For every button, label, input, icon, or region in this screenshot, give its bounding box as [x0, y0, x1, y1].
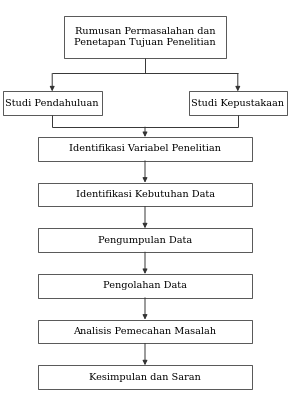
Text: Analisis Pemecahan Masalah: Analisis Pemecahan Masalah [73, 327, 217, 336]
Bar [38, 137, 252, 161]
Text: Pengolahan Data: Pengolahan Data [103, 281, 187, 290]
Bar [64, 16, 226, 58]
Text: Rumusan Permasalahan dan
Penetapan Tujuan Penelitian: Rumusan Permasalahan dan Penetapan Tujua… [74, 27, 216, 47]
Text: Identifikasi Kebutuhan Data: Identifikasi Kebutuhan Data [75, 190, 215, 199]
Bar [38, 274, 252, 298]
Bar [3, 91, 102, 115]
Bar [38, 228, 252, 252]
Bar [38, 183, 252, 206]
Text: Studi Kepustakaan: Studi Kepustakaan [191, 99, 284, 108]
Text: Studi Pendahuluan: Studi Pendahuluan [6, 99, 99, 108]
Bar [38, 365, 252, 389]
Text: Identifikasi Variabel Penelitian: Identifikasi Variabel Penelitian [69, 145, 221, 153]
Bar [38, 320, 252, 343]
Bar [188, 91, 287, 115]
Text: Kesimpulan dan Saran: Kesimpulan dan Saran [89, 373, 201, 382]
Text: Pengumpulan Data: Pengumpulan Data [98, 236, 192, 245]
